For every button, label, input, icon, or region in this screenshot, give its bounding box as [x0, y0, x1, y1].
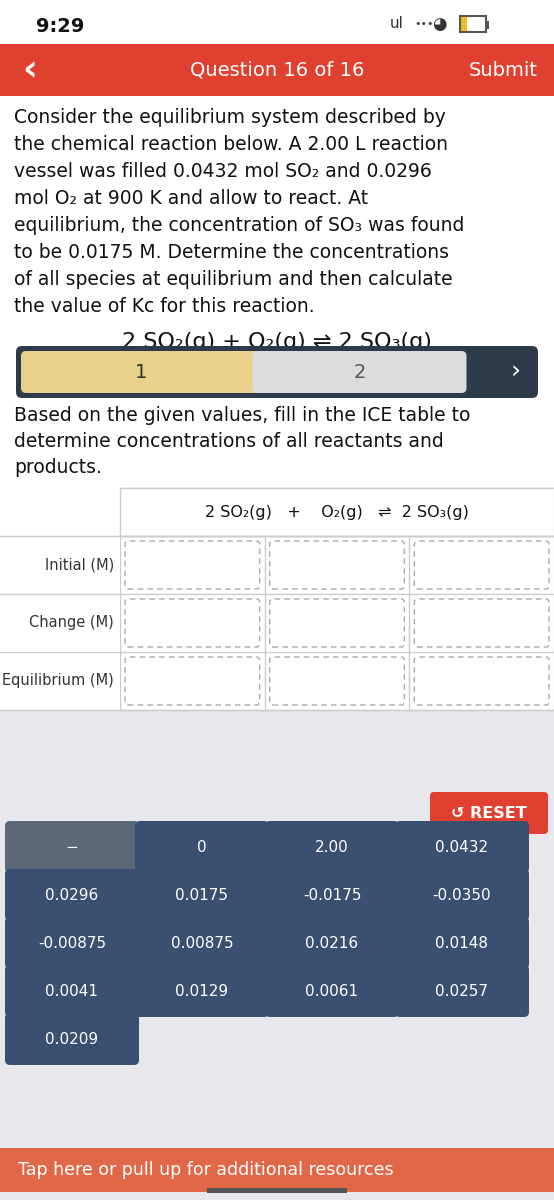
FancyBboxPatch shape	[5, 917, 139, 970]
Text: 2: 2	[353, 362, 366, 382]
FancyBboxPatch shape	[395, 821, 529, 874]
Text: 0.0257: 0.0257	[435, 984, 489, 998]
Bar	[0, 710, 554, 1200]
FancyBboxPatch shape	[265, 869, 399, 922]
Text: mol O₂ at 900 K and allow to react. At: mol O₂ at 900 K and allow to react. At	[14, 188, 368, 208]
Text: Based on the given values, fill in the ICE table to: Based on the given values, fill in the I…	[14, 406, 470, 425]
FancyBboxPatch shape	[135, 869, 269, 922]
Text: Tap here or pull up for additional resources: Tap here or pull up for additional resou…	[18, 1162, 394, 1178]
FancyBboxPatch shape	[21, 350, 260, 392]
FancyBboxPatch shape	[414, 599, 549, 647]
Text: 0.0041: 0.0041	[45, 984, 99, 998]
Text: determine concentrations of all reactants and: determine concentrations of all reactant…	[14, 432, 444, 451]
FancyBboxPatch shape	[5, 821, 139, 874]
Bar	[0, 488, 120, 710]
FancyBboxPatch shape	[414, 658, 549, 704]
Text: equilibrium, the concentration of SO₃ was found: equilibrium, the concentration of SO₃ wa…	[14, 216, 464, 235]
FancyBboxPatch shape	[135, 965, 269, 1018]
FancyBboxPatch shape	[5, 1013, 139, 1066]
Text: to be 0.0175 M. Determine the concentrations: to be 0.0175 M. Determine the concentrat…	[14, 242, 449, 262]
FancyBboxPatch shape	[270, 658, 404, 704]
Text: products.: products.	[14, 458, 102, 476]
Text: -0.0350: -0.0350	[433, 888, 491, 902]
Text: 0.0148: 0.0148	[435, 936, 489, 950]
Bar	[0, 44, 554, 96]
FancyBboxPatch shape	[395, 965, 529, 1018]
Bar	[207, 1188, 347, 1193]
Text: 0.00875: 0.00875	[171, 936, 233, 950]
FancyBboxPatch shape	[5, 965, 139, 1018]
Text: ↺ RESET: ↺ RESET	[451, 805, 527, 821]
Text: Consider the equilibrium system described by: Consider the equilibrium system describe…	[14, 108, 446, 127]
Bar	[486, 20, 489, 29]
FancyBboxPatch shape	[430, 792, 548, 834]
Text: ‹: ‹	[22, 53, 37, 86]
Text: Submit: Submit	[469, 60, 538, 79]
Text: 0.0061: 0.0061	[305, 984, 358, 998]
Text: 2 SO₂(g) + O₂(g) ⇌ 2 SO₃(g): 2 SO₂(g) + O₂(g) ⇌ 2 SO₃(g)	[122, 332, 432, 352]
FancyBboxPatch shape	[125, 658, 260, 704]
FancyBboxPatch shape	[135, 917, 269, 970]
Text: -0.0175: -0.0175	[302, 888, 361, 902]
FancyBboxPatch shape	[265, 917, 399, 970]
Text: Question 16 of 16: Question 16 of 16	[190, 60, 364, 79]
Text: 9:29: 9:29	[36, 17, 84, 36]
Text: -0.00875: -0.00875	[38, 936, 106, 950]
Text: 1: 1	[135, 362, 147, 382]
Text: 0: 0	[197, 840, 207, 854]
FancyBboxPatch shape	[395, 917, 529, 970]
Text: Equilibrium (M): Equilibrium (M)	[2, 673, 114, 689]
Text: ◕: ◕	[432, 14, 447, 32]
Text: 0.0296: 0.0296	[45, 888, 99, 902]
Text: ›: ›	[511, 360, 521, 384]
FancyBboxPatch shape	[265, 821, 399, 874]
Bar	[120, 488, 554, 536]
Text: of all species at equilibrium and then calculate: of all species at equilibrium and then c…	[14, 270, 453, 289]
Text: 2 SO₂(g)   +    O₂(g)   ⇌  2 SO₃(g): 2 SO₂(g) + O₂(g) ⇌ 2 SO₃(g)	[205, 504, 469, 520]
Text: 0.0129: 0.0129	[176, 984, 229, 998]
Bar	[0, 1148, 554, 1192]
FancyBboxPatch shape	[125, 599, 260, 647]
FancyBboxPatch shape	[414, 541, 549, 589]
FancyBboxPatch shape	[135, 821, 269, 874]
Text: −: −	[65, 840, 78, 854]
Text: the value of Kc for this reaction.: the value of Kc for this reaction.	[14, 296, 315, 316]
Text: 0.0216: 0.0216	[305, 936, 358, 950]
FancyBboxPatch shape	[125, 541, 260, 589]
Text: 0.0432: 0.0432	[435, 840, 489, 854]
FancyBboxPatch shape	[270, 541, 404, 589]
Bar	[120, 488, 554, 710]
Text: Initial (M): Initial (M)	[45, 558, 114, 572]
Text: 0.0175: 0.0175	[176, 888, 228, 902]
Bar	[460, 16, 486, 32]
FancyBboxPatch shape	[5, 869, 139, 922]
Text: ul: ul	[390, 17, 404, 31]
FancyBboxPatch shape	[265, 965, 399, 1018]
Text: vessel was filled 0.0432 mol SO₂ and 0.0296: vessel was filled 0.0432 mol SO₂ and 0.0…	[14, 162, 432, 181]
FancyBboxPatch shape	[16, 346, 538, 398]
FancyBboxPatch shape	[270, 599, 404, 647]
Text: the chemical reaction below. A 2.00 L reaction: the chemical reaction below. A 2.00 L re…	[14, 134, 448, 154]
Text: 0.0209: 0.0209	[45, 1032, 99, 1046]
Text: 2.00: 2.00	[315, 840, 349, 854]
FancyBboxPatch shape	[395, 869, 529, 922]
Text: Change (M): Change (M)	[29, 616, 114, 630]
FancyBboxPatch shape	[253, 350, 466, 392]
Bar	[461, 17, 467, 31]
Text: •••: •••	[414, 19, 433, 29]
